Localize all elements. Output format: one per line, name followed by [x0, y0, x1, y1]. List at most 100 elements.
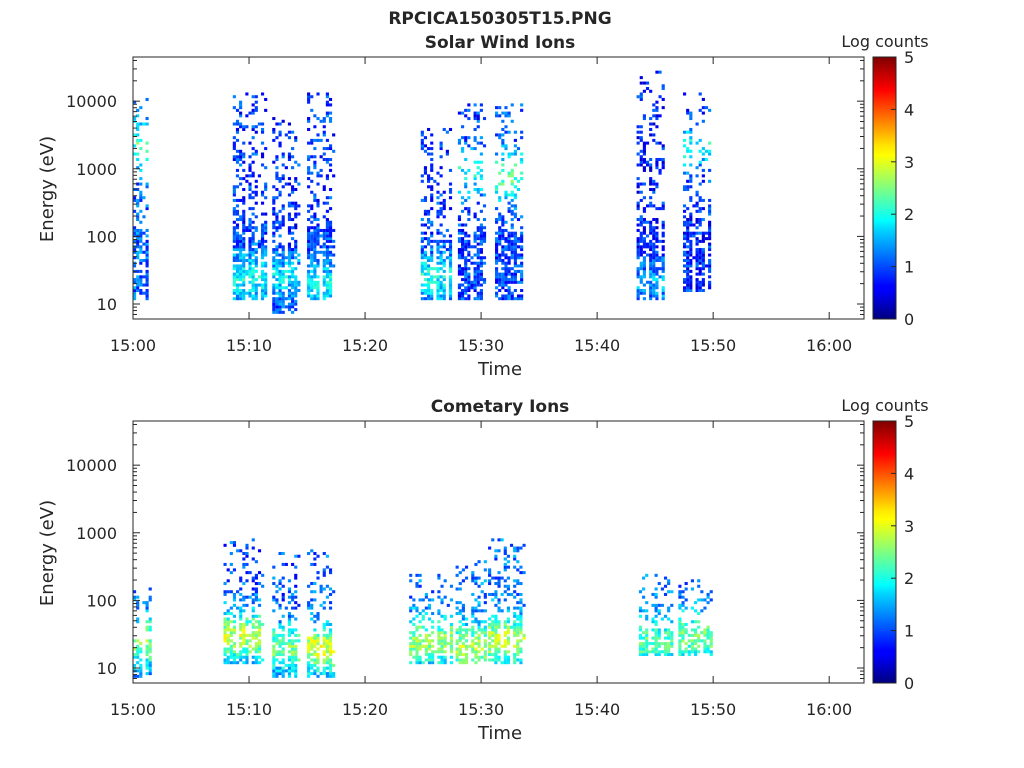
spectrogram-cell: [291, 204, 295, 208]
spectrogram-cell: [639, 245, 643, 249]
spectrogram-cell: [473, 286, 477, 290]
spectrogram-cell: [503, 622, 507, 626]
spectrogram-cell: [284, 182, 288, 186]
spectrogram-cell: [695, 283, 699, 287]
spectrogram-cell: [310, 256, 314, 260]
spectrogram-cell: [133, 286, 137, 290]
spectrogram-cell: [639, 136, 643, 140]
spectrogram-cell: [701, 152, 705, 156]
spectrogram-cell: [423, 291, 428, 295]
spectrogram-cell: [482, 237, 487, 241]
spectrogram-cell: [251, 248, 255, 252]
x-tick-label: 15:00: [110, 700, 156, 719]
spectrogram-cell: [500, 644, 504, 648]
spectrogram-cell: [294, 223, 298, 227]
spectrogram-cell: [642, 220, 646, 224]
spectrogram-cell: [430, 141, 434, 145]
spectrogram-cell: [264, 196, 268, 200]
spectrogram-cell: [226, 568, 230, 572]
spectrogram-cell: [242, 177, 246, 181]
spectrogram-cell: [670, 639, 674, 643]
spectrogram-cell: [275, 278, 279, 282]
spectrogram-cell: [136, 617, 140, 621]
spectrogram-cell: [291, 297, 295, 301]
spectrogram-cell: [686, 280, 690, 284]
spectrogram-cell: [663, 614, 668, 618]
spectrogram-cell: [415, 661, 419, 665]
spectrogram-cell: [415, 650, 419, 654]
spectrogram-cell: [272, 264, 276, 268]
spectrogram-cell: [136, 231, 140, 235]
spectrogram-cell: [139, 122, 143, 126]
spectrogram-cell: [294, 658, 298, 662]
spectrogram-cell: [328, 571, 333, 575]
spectrogram-cell: [257, 650, 262, 654]
spectrogram-cell: [423, 198, 428, 202]
spectrogram-cell: [464, 286, 468, 290]
spectrogram-cell: [636, 245, 640, 249]
spectrogram-cell: [476, 228, 480, 232]
spectrogram-cell: [695, 231, 699, 235]
spectrogram-cell: [281, 299, 285, 303]
spectrogram-cell: [310, 171, 314, 175]
spectrogram-cell: [251, 174, 255, 178]
spectrogram-cell: [409, 595, 413, 599]
spectrogram-cell: [313, 198, 317, 202]
spectrogram-cell: [239, 234, 243, 238]
spectrogram-cell: [294, 672, 298, 676]
spectrogram-cell: [655, 114, 659, 118]
cometary-ions-panel: Cometary Ions Log counts Energy (eV) Tim…: [37, 396, 929, 744]
spectrogram-cell: [500, 538, 504, 542]
spectrogram-cell: [325, 103, 329, 107]
spectrogram-cell: [272, 117, 276, 121]
spectrogram-cell: [520, 226, 524, 230]
spectrogram-cell: [645, 242, 650, 246]
spectrogram-cell: [316, 617, 320, 621]
spectrogram-cell: [287, 644, 292, 648]
spectrogram-cell: [245, 546, 249, 550]
spectrogram-cell: [430, 193, 434, 197]
spectrogram-cell: [494, 650, 498, 654]
spectrogram-cell: [294, 674, 298, 678]
spectrogram-cell: [636, 275, 640, 279]
spectrogram-cell: [319, 590, 323, 594]
spectrogram-cell: [232, 147, 236, 151]
spectrogram-cell: [313, 669, 317, 673]
spectrogram-cell: [264, 248, 268, 252]
spectrogram-cell: [287, 250, 292, 254]
spectrogram-cell: [307, 288, 311, 293]
spectrogram-cell: [251, 286, 255, 290]
spectrogram-cell: [136, 114, 140, 118]
spectrogram-cell: [430, 133, 434, 137]
spectrogram-cell: [498, 136, 502, 140]
spectrogram-cell: [316, 92, 320, 96]
spectrogram-cell: [248, 174, 252, 178]
spectrogram-cell: [291, 256, 295, 260]
spectrogram-cell: [287, 245, 292, 249]
spectrogram-cell: [310, 258, 314, 262]
spectrogram-cell: [272, 650, 276, 654]
spectrogram-cell: [278, 305, 282, 309]
spectrogram-cell: [242, 269, 246, 273]
spectrogram-cell: [310, 636, 314, 640]
spectrogram-cell: [703, 644, 707, 648]
spectrogram-cell: [494, 603, 498, 607]
spectrogram-cell: [507, 155, 511, 159]
spectrogram-cell: [448, 190, 453, 194]
spectrogram-cell: [661, 253, 665, 257]
spectrogram-cell: [461, 283, 465, 287]
spectrogram-cell: [316, 231, 320, 235]
spectrogram-cell: [642, 636, 646, 640]
spectrogram-cell: [142, 291, 146, 295]
spectrogram-cell: [437, 631, 441, 635]
spectrogram-cell: [281, 250, 285, 254]
spectrogram-cell: [649, 163, 653, 167]
spectrogram-cell: [682, 144, 687, 148]
spectrogram-cell: [148, 663, 152, 667]
spectrogram-cell: [272, 609, 276, 613]
spectrogram-cell: [275, 155, 279, 159]
spectrogram-cell: [145, 207, 149, 211]
spectrogram-cell: [325, 92, 329, 96]
spectrogram-cell: [639, 253, 643, 257]
spectrogram-cell: [328, 633, 333, 637]
